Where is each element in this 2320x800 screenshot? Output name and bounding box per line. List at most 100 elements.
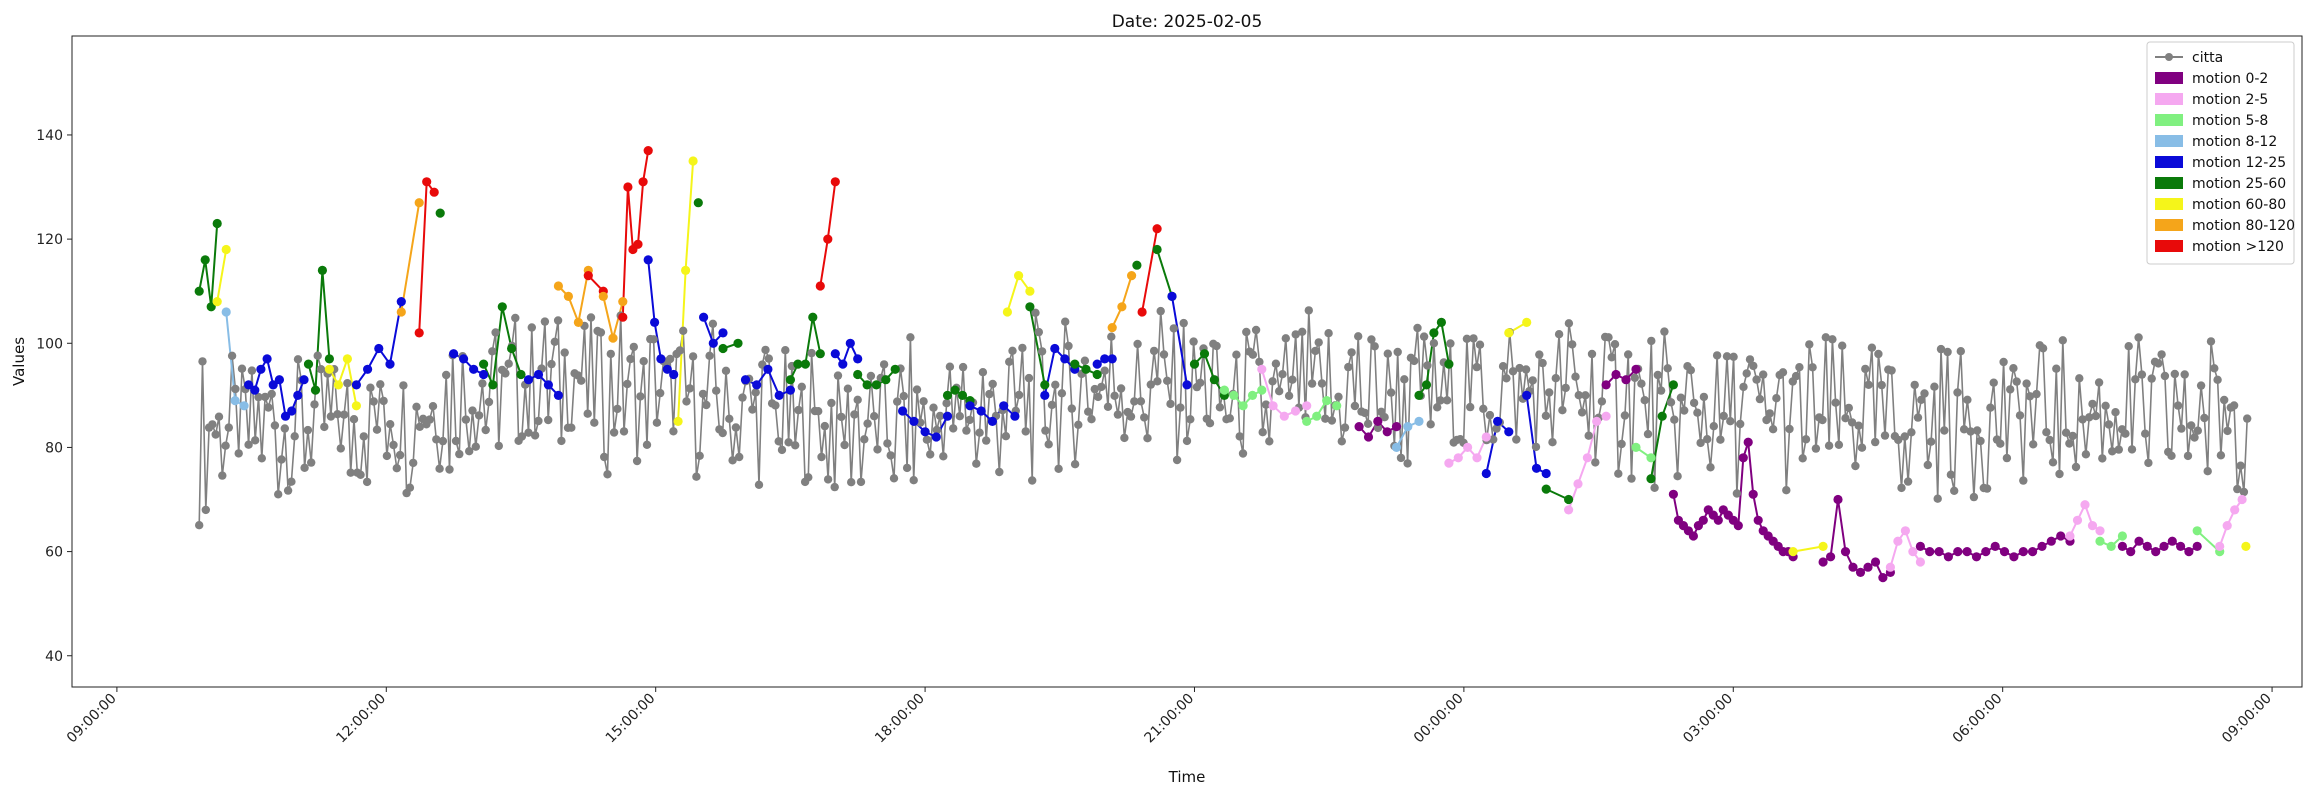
- citta-point: [1031, 308, 1040, 317]
- citta-point: [1360, 408, 1370, 418]
- citta-point: [590, 418, 599, 427]
- motion-segment-point: [1915, 557, 1925, 567]
- motion-segment-point: [324, 364, 334, 374]
- citta-point: [1973, 426, 1982, 435]
- motion-segment-point: [793, 359, 803, 369]
- citta-point: [1205, 419, 1215, 428]
- motion-segment-line: [216, 249, 228, 302]
- motion-segment-point: [280, 411, 291, 421]
- citta-point: [560, 348, 569, 357]
- citta-point: [1008, 346, 1017, 355]
- citta-point: [1670, 415, 1679, 424]
- citta-point: [1907, 428, 1916, 437]
- citta-point: [2213, 375, 2222, 384]
- citta-point: [1561, 383, 1570, 393]
- citta-point: [1334, 392, 1343, 401]
- citta-point: [1917, 395, 1926, 404]
- legend-swatch: [2155, 114, 2183, 126]
- motion-segment-point: [643, 255, 653, 265]
- citta-point: [280, 424, 289, 433]
- citta-point: [494, 441, 503, 451]
- citta-point: [985, 389, 994, 399]
- motion-segment-point: [429, 187, 439, 197]
- motion-segment-point: [1592, 416, 1602, 426]
- citta-point: [1742, 369, 1751, 378]
- citta-point: [372, 425, 382, 434]
- citta-point: [366, 383, 375, 392]
- citta-point: [695, 451, 704, 460]
- citta-point: [2058, 336, 2067, 345]
- motion-segment-point: [1826, 552, 1836, 562]
- citta-point: [1689, 398, 1699, 408]
- citta-point: [1581, 391, 1590, 400]
- citta-point: [389, 440, 398, 450]
- motion-segment-point: [268, 380, 278, 390]
- citta-point: [445, 465, 454, 474]
- citta-point: [1624, 350, 1633, 359]
- motion-segment-point: [1014, 271, 1024, 281]
- motion-segment-point: [200, 255, 210, 265]
- motion-segment-point: [1818, 557, 1828, 567]
- citta-point: [870, 412, 879, 421]
- motion-segment-line: [2218, 498, 2243, 547]
- citta-point: [649, 335, 658, 344]
- citta-point: [1680, 406, 1689, 415]
- motion-segment-point: [1107, 323, 1117, 333]
- citta-point: [1140, 413, 1149, 422]
- motion-segment-point: [1522, 390, 1532, 400]
- citta-point: [1946, 470, 1956, 479]
- motion-segment-point: [523, 375, 534, 385]
- citta-point: [1400, 375, 1409, 384]
- citta-point: [553, 316, 563, 325]
- citta-point: [405, 483, 415, 492]
- citta-point: [837, 412, 846, 422]
- citta-point: [333, 410, 342, 419]
- citta-point: [336, 444, 345, 453]
- citta-point: [1999, 357, 2008, 367]
- motion-segment-point: [699, 312, 709, 322]
- citta-point: [231, 384, 240, 394]
- citta-point: [1047, 400, 1057, 410]
- citta-point: [942, 399, 951, 408]
- citta-point: [1871, 437, 1880, 447]
- citta-point: [1143, 434, 1152, 443]
- citta-point: [619, 427, 629, 436]
- citta-point: [382, 451, 392, 461]
- citta-point: [320, 422, 329, 432]
- motion-segment-point: [1481, 432, 1491, 442]
- citta-point: [1732, 489, 1742, 498]
- motion-segment-point: [650, 317, 660, 327]
- y-tick-label: 120: [36, 232, 63, 248]
- citta-point: [1903, 477, 1913, 486]
- motion-segment-point: [317, 265, 327, 275]
- citta-point: [1436, 396, 1445, 405]
- citta-point: [1541, 411, 1551, 420]
- motion-segment-point: [1290, 406, 1301, 416]
- motion-segment-point: [1167, 291, 1177, 301]
- citta-point: [2154, 359, 2163, 368]
- citta-point: [2019, 476, 2028, 485]
- citta-point: [2094, 378, 2104, 387]
- motion-segment-point: [718, 328, 728, 338]
- citta-point: [1347, 348, 1356, 357]
- citta-point: [1933, 494, 1942, 503]
- marker-layer: [194, 146, 2252, 583]
- citta-point: [2210, 364, 2219, 373]
- citta-point: [1044, 440, 1053, 449]
- citta-point: [850, 410, 859, 419]
- citta-point: [912, 385, 922, 394]
- citta-point: [669, 427, 678, 436]
- citta-point: [1419, 332, 1429, 341]
- motion-segment-point: [573, 317, 584, 327]
- legend-swatch: [2155, 72, 2183, 84]
- citta-point: [682, 397, 691, 406]
- motion-segment-point: [256, 364, 266, 374]
- citta-point: [1136, 397, 1146, 406]
- citta-point: [1370, 342, 1379, 351]
- citta-point: [1811, 444, 1821, 453]
- citta-point: [781, 346, 790, 355]
- citta-point: [1317, 379, 1327, 388]
- legend-marker-citta: [2165, 53, 2173, 61]
- legend-swatch: [2155, 156, 2183, 168]
- motion-segment-point: [2230, 505, 2240, 515]
